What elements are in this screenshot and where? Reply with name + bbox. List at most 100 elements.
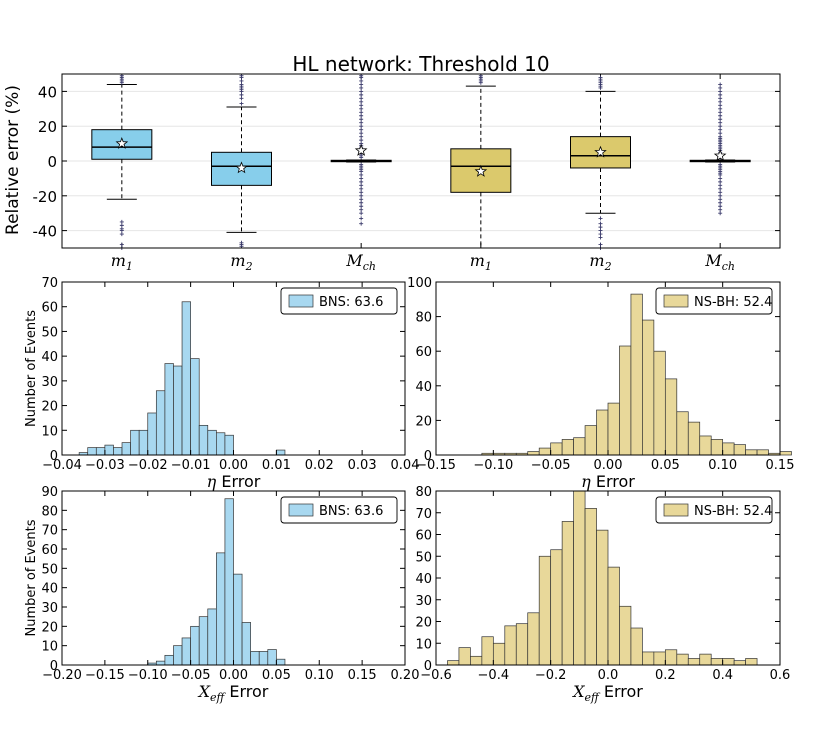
histogram-y-tick-label: 70 [41,524,58,539]
histogram-bar [596,409,609,456]
histogram-bar [733,444,746,456]
histogram-bar [216,432,226,456]
histogram-x-label-symbol: η [581,472,591,491]
outlier-marker [359,216,364,221]
histogram-x-label: Xeff Error [571,682,643,704]
histogram-bar [561,439,574,456]
histogram-bar [458,647,471,666]
histogram-bar [130,429,140,456]
histogram-bar [276,449,286,456]
histogram-y-tick-label: 50 [41,562,58,577]
histogram-bar [173,645,183,666]
histogram-x-tick-label: −0.05 [171,668,211,683]
outlier-marker [119,223,124,228]
histogram-x-label-subscript: eff [210,691,227,704]
outlier-marker [239,78,244,83]
boxplot-x-label-subscript: 2 [245,260,253,273]
outlier-marker [718,197,723,202]
histogram-x-label: η Error [581,472,635,491]
histogram-x-tick-label: 0.20 [391,668,420,683]
histogram-x-tick-label: −0.2 [535,668,567,683]
outlier-marker [598,235,603,240]
histogram-y-tick-label: 50 [415,550,432,565]
outlier-marker [598,216,603,221]
box-bns-m1: m1 [91,73,153,273]
outlier-marker [718,110,723,115]
outlier-marker [359,200,364,205]
histogram-y-tick-label: 80 [41,504,58,519]
outlier-marker [598,221,603,226]
boxplot-x-label-symbol: M [704,251,722,270]
histogram-y-tick-label: 80 [415,485,432,500]
histogram-bar [481,636,494,666]
outlier-marker [718,82,723,87]
histogram-y-tick-label: 70 [41,276,58,291]
eta-bns-histogram-panel: 0 10 20 30 40 50 60 70 −0.04 −0.03 −0.02 −0.01 0.00 0… [24,276,419,491]
histogram-x-tick-label: 0.05 [651,458,680,473]
histogram-y-tick-label: 70 [415,507,432,522]
boxplot-y-tick-label: 0 [47,153,57,171]
histogram-bar [113,447,123,456]
histogram-x-tick-label: −0.15 [85,668,125,683]
outlier-marker [359,176,364,181]
histogram-y-tick-label: 40 [415,572,432,587]
outlier-marker [718,124,723,129]
histogram-x-label-symbol: X [571,682,585,701]
histogram-y-tick-label: 20 [41,620,58,635]
boxplot-x-tick-label: m1 [470,251,492,273]
outlier-marker [359,110,364,115]
outlier-marker [718,134,723,139]
histogram-x-label: Xeff Error [197,682,269,704]
histogram-y-tick-label: 0 [50,449,58,464]
histogram-bar [745,658,758,666]
eta-nsbh-histogram-panel: 0 20 40 60 80 100 −0.15 −0.10 −0.05 0.00 0.05 0.10 0… [407,276,794,491]
histogram-x-tick-label: 0.00 [594,458,623,473]
histogram-bar [527,612,540,666]
histogram-y-tick-label: 40 [41,350,58,365]
histogram-bar [699,653,712,666]
histogram-bar [584,425,597,456]
histogram-y-tick-label: 10 [41,424,58,439]
histogram-y-tick-label: 0 [424,449,432,464]
outlier-marker [718,127,723,132]
outlier-marker [718,131,723,136]
histogram-bar [733,660,746,666]
boxplot-x-label-symbol: M [345,251,363,270]
boxplot-x-tick-label: m1 [111,251,133,273]
histogram-bar [676,411,689,456]
outlier-marker [239,101,244,106]
histogram-x-tick-label: 0.10 [305,668,334,683]
outlier-marker [718,117,723,122]
histogram-x-tick-label: 0.00 [219,668,248,683]
boxplot-y-tick-label: 40 [38,83,57,101]
histogram-x-tick-label: −0.01 [171,458,211,473]
histogram-bar [745,449,758,456]
mean-star-marker [594,145,607,158]
boxplot-y-tick-label: 20 [38,118,57,136]
outlier-marker [239,82,244,87]
histogram-bar [630,293,643,456]
histogram-x-label-subscript: eff [584,691,601,704]
histogram-bar [267,649,277,666]
histogram-bar [527,451,540,456]
outlier-marker [718,106,723,111]
outlier-marker [359,96,364,101]
histogram-bar [181,301,191,456]
outlier-marker [718,207,723,212]
legend-swatch [288,294,314,308]
histogram-bar [492,642,506,666]
outlier-marker [359,190,364,195]
mean-star-marker [474,164,488,177]
histogram-legend: BNS: 63.6 [280,287,398,315]
legend-label: BNS: 63.6 [319,504,383,519]
outlier-marker [359,117,364,122]
boxplot-x-label-subscript: 2 [604,260,612,273]
outlier-marker [119,228,124,233]
outlier-marker [359,169,364,174]
outlier-marker [718,179,723,184]
mean-star-marker [115,136,129,149]
outlier-marker [718,186,723,191]
legend-box [655,287,773,315]
outlier-marker [598,242,603,247]
histogram-y-tick-label: 80 [415,311,432,326]
